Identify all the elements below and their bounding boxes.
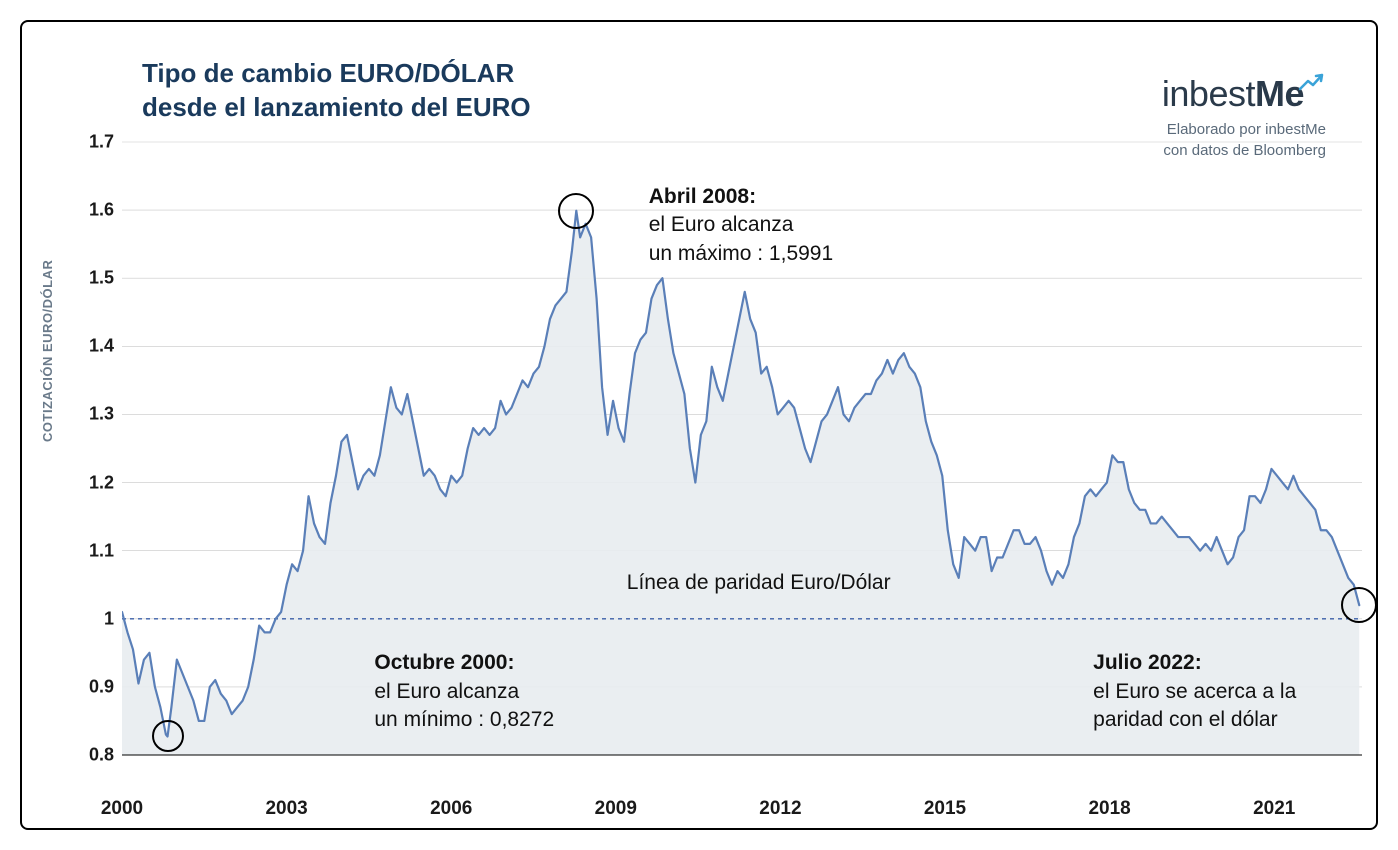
annotation-circle-min-2000 — [152, 720, 184, 752]
ytick-label: 1.4 — [89, 336, 114, 357]
ytick-label: 0.8 — [89, 745, 114, 766]
xtick-label: 2021 — [1253, 798, 1295, 820]
title-line2: desde el lanzamiento del EURO — [142, 91, 531, 125]
xtick-label: 2006 — [430, 798, 472, 820]
parity-line-label: Línea de paridad Euro/Dólar — [627, 571, 891, 595]
ytick-label: 1.7 — [89, 132, 114, 153]
annotation-line: el Euro se acerca a la — [1093, 678, 1296, 706]
xtick-label: 2015 — [924, 798, 966, 820]
annotation-head: Julio 2022: — [1093, 649, 1296, 677]
annotation-line: el Euro alcanza — [649, 211, 833, 239]
ytick-label: 1.6 — [89, 200, 114, 221]
annotation-parity-2022: Julio 2022:el Euro se acerca a laparidad… — [1093, 649, 1296, 734]
logo-text: inbestMe — [1162, 60, 1326, 115]
annotation-line: el Euro alcanza — [374, 678, 554, 706]
xtick-label: 2009 — [595, 798, 637, 820]
logo-plain: inbest — [1162, 73, 1255, 114]
annotation-line: un mínimo : 0,8272 — [374, 706, 554, 734]
logo-bold: Me — [1255, 73, 1304, 114]
title-line1: Tipo de cambio EURO/DÓLAR — [142, 57, 531, 91]
xtick-label: 2018 — [1088, 798, 1130, 820]
annotation-line: paridad con el dólar — [1093, 706, 1296, 734]
ytick-label: 0.9 — [89, 676, 114, 697]
annotation-line: un máximo : 1,5991 — [649, 240, 833, 268]
xtick-label: 2000 — [101, 798, 143, 820]
annotation-head: Octubre 2000: — [374, 649, 554, 677]
annotation-min-2000: Octubre 2000:el Euro alcanzaun mínimo : … — [374, 649, 554, 734]
xtick-label: 2012 — [759, 798, 801, 820]
ytick-label: 1.5 — [89, 268, 114, 289]
trend-arrow-icon — [1298, 60, 1326, 102]
annotation-circle-parity-2022 — [1341, 587, 1377, 623]
ytick-label: 1.1 — [89, 540, 114, 561]
ytick-label: 1.3 — [89, 404, 114, 425]
annotation-circle-peak-2008 — [558, 193, 594, 229]
chart-title: Tipo de cambio EURO/DÓLAR desde el lanza… — [142, 57, 531, 125]
annotation-peak-2008: Abril 2008:el Euro alcanzaun máximo : 1,… — [649, 183, 833, 268]
chart-frame: Tipo de cambio EURO/DÓLAR desde el lanza… — [20, 20, 1378, 830]
y-axis-label: COTIZACIÓN EURO/DÓLAR — [40, 260, 55, 442]
xtick-label: 2003 — [265, 798, 307, 820]
ytick-label: 1 — [104, 608, 114, 629]
annotation-head: Abril 2008: — [649, 183, 833, 211]
ytick-label: 1.2 — [89, 472, 114, 493]
